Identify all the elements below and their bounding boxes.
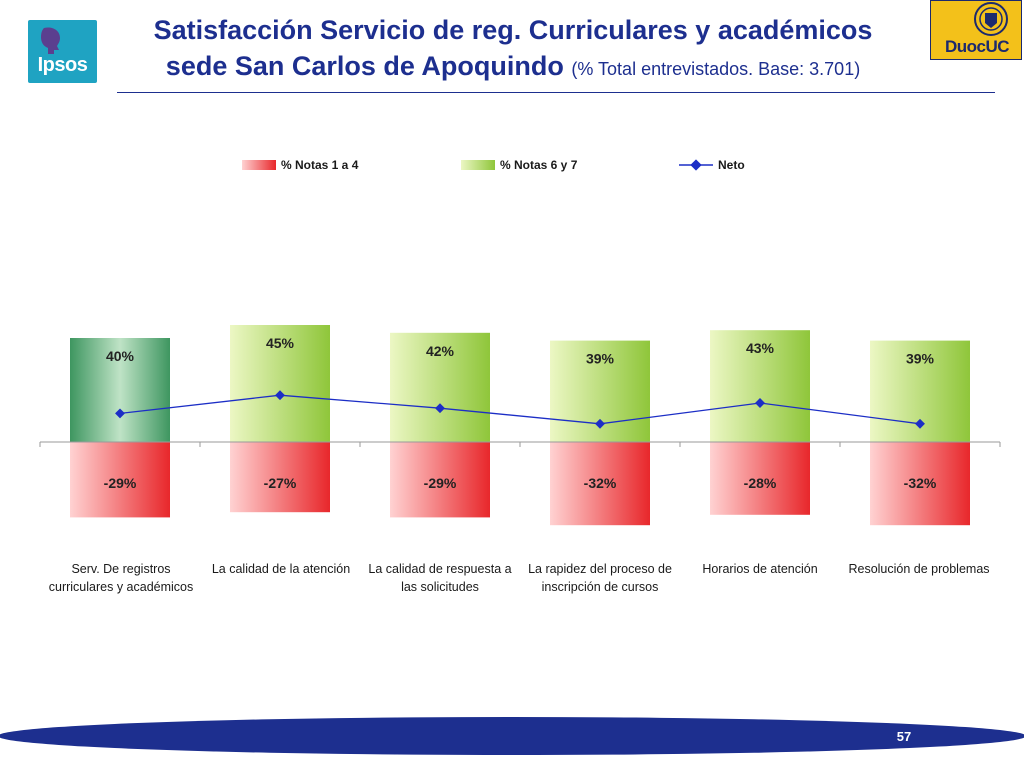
legend-item-neg: % Notas 1 a 4 (242, 158, 358, 172)
duoc-logo: DuocUC (930, 0, 1022, 60)
legend-label-pos: % Notas 6 y 7 (500, 158, 578, 172)
data-label-negative-3: -29% (424, 475, 457, 491)
category-label-6: Resolución de problemas (848, 562, 990, 576)
category-label-5: Horarios de atención (702, 562, 818, 576)
legend-swatch-neg (242, 160, 276, 170)
duoc-logo-text: DuocUC (944, 37, 1010, 56)
data-label-negative-6: -32% (904, 475, 937, 491)
slide-title: Satisfacción Servicio de reg. Curricular… (118, 12, 908, 87)
title-line-2: sede San Carlos de Apoquindo (% Total en… (118, 48, 908, 87)
data-label-positive-1: 40% (106, 348, 135, 364)
net-point-4 (595, 418, 605, 429)
data-label-positive-5: 43% (746, 340, 775, 356)
bar-negative-1 (70, 442, 170, 518)
data-label-negative-5: -28% (744, 475, 777, 491)
data-labels-layer: 40% -29% 45% -27% 42% -29% 39% -32% 43% -28% 39% -3… (104, 335, 937, 491)
net-series-line (119, 394, 921, 425)
ipsos-logo: Ipsos (28, 20, 97, 83)
net-point-3 (435, 403, 445, 414)
page-number: 57 (896, 729, 912, 744)
bar-negative-2 (230, 442, 330, 513)
data-label-negative-2: -27% (264, 475, 297, 491)
data-label-negative-4: -32% (584, 475, 617, 491)
net-point-5 (755, 398, 765, 408)
legend-swatch-pos (461, 160, 495, 170)
net-point-6 (915, 418, 925, 429)
category-label-3: La calidad de respuesta a las solicitude… (368, 562, 512, 594)
ipsos-face-icon (41, 27, 60, 54)
legend-label-neg: % Notas 1 a 4 (281, 158, 359, 172)
data-label-positive-6: 39% (906, 351, 935, 367)
title-line-2-main: sede San Carlos de Apoquindo (165, 51, 564, 81)
category-label-1: Serv. De registros curriculares y académ… (48, 562, 194, 594)
bar-negative-3 (390, 442, 490, 518)
data-label-positive-3: 42% (426, 343, 455, 359)
data-label-negative-1: -29% (104, 475, 137, 491)
legend-item-net: Neto (679, 158, 745, 172)
category-label-2: La calidad de la atención (211, 562, 351, 576)
title-line-1: Satisfacción Servicio de reg. Curricular… (153, 15, 873, 45)
chart-legend: % Notas 1 a 4 % Notas 6 y 7 Neto (0, 158, 1024, 174)
bar-negative-4 (550, 442, 650, 526)
bar-negative-6 (870, 442, 970, 526)
net-point-2 (275, 390, 285, 401)
title-subtitle: (% Total entrevistados. Base: 3.701) (571, 59, 861, 79)
legend-label-net: Neto (718, 158, 745, 172)
bar-positive-5 (710, 330, 810, 442)
bar-positive-3 (390, 332, 490, 442)
bar-positive-1 (70, 338, 170, 442)
data-label-positive-4: 39% (586, 351, 615, 367)
footer-band (0, 717, 1024, 755)
axis-layer (39, 441, 1001, 447)
data-label-positive-2: 45% (266, 335, 295, 351)
duoc-crest-icon (974, 2, 1008, 36)
ipsos-logo-text: Ipsos (37, 54, 88, 76)
legend-line-net-icon (679, 159, 713, 171)
bars-layer (70, 325, 970, 526)
bar-positive-2 (230, 325, 330, 442)
category-label-4: La rapidez del proceso de inscripción de… (528, 562, 672, 594)
bar-negative-5 (710, 442, 810, 515)
legend-item-pos: % Notas 6 y 7 (461, 158, 577, 172)
title-divider (117, 92, 995, 93)
